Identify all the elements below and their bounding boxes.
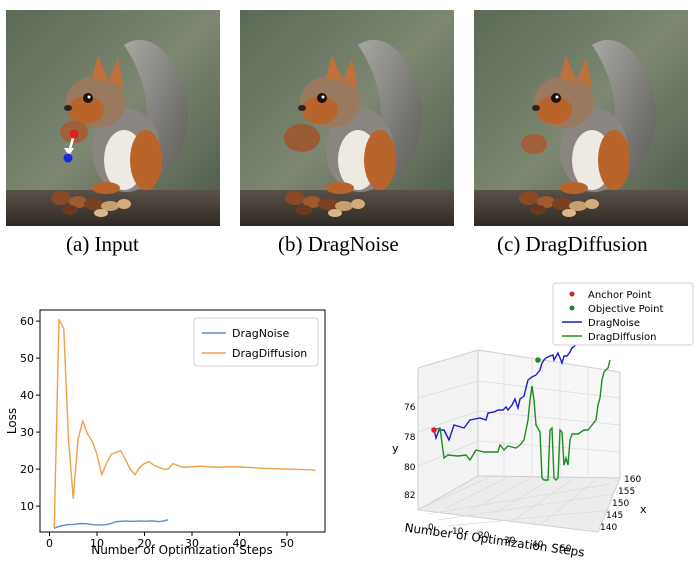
loss-y-tick-label: 30 bbox=[20, 426, 34, 439]
panel-dragdiffusion-image bbox=[474, 10, 688, 226]
legend-dragnoise-label: DragNoise bbox=[588, 318, 640, 329]
anchor-point-marker bbox=[69, 129, 79, 139]
loss-x-tick-label: 40 bbox=[233, 537, 247, 550]
loss-series-dragdiffusion bbox=[53, 318, 316, 529]
loss-chart: 0 10 20 30 40 50 10 20 30 40 50 60 Number of Optimi… bbox=[5, 309, 326, 557]
loss-plot-frame bbox=[39, 309, 326, 533]
squirrel-image bbox=[6, 10, 220, 226]
caption-dragnoise: (b) DragNoise bbox=[278, 232, 399, 256]
legend-label-dragdiffusion: DragDiffusion bbox=[232, 347, 307, 360]
legend-dragdiffusion-label: DragDiffusion bbox=[588, 332, 656, 343]
loss-y-axis-label: Loss bbox=[5, 408, 19, 434]
loss-x-axis-label: Number of Optimization Steps bbox=[91, 543, 273, 557]
trajectory-z-tick-label: 145 bbox=[606, 511, 623, 521]
trajectory-y-tick-label: 80 bbox=[404, 463, 416, 473]
squirrel-image bbox=[474, 10, 688, 226]
loss-y-tick-label: 40 bbox=[20, 389, 34, 402]
loss-x-tick-label: 30 bbox=[185, 537, 199, 550]
trajectory-y-axis-label: y bbox=[392, 442, 399, 455]
loss-x-tick-label: 0 bbox=[46, 537, 53, 550]
loss-series-dragnoise bbox=[53, 519, 169, 529]
legend-anchor-point-label: Anchor Point bbox=[588, 290, 651, 301]
trajectory-x-tick-label: 10 bbox=[452, 527, 464, 537]
trajectory-z-axis-label: x bbox=[640, 503, 647, 516]
legend-anchor-point-marker bbox=[569, 291, 575, 297]
trajectory-dragdiffusion-line bbox=[433, 359, 611, 481]
legend-objective-point-label: Objective Point bbox=[588, 304, 664, 315]
trajectory-x-tick-label: 50 bbox=[560, 544, 572, 554]
loss-x-tick-label: 50 bbox=[280, 537, 294, 550]
trajectory-z-tick-label: 160 bbox=[624, 475, 641, 485]
trajectory-x-tick-label: 0 bbox=[428, 523, 434, 533]
caption-input: (a) Input bbox=[66, 232, 139, 256]
trajectory-z-tick-label: 140 bbox=[600, 523, 617, 533]
trajectory-objective-point bbox=[535, 357, 541, 363]
trajectory-anchor-point bbox=[431, 427, 437, 433]
panel-input-image bbox=[6, 10, 220, 226]
trajectory-x-tick-label: 40 bbox=[532, 540, 544, 550]
trajectory-x-tick-label: 20 bbox=[478, 531, 490, 541]
trajectory-z-tick-label: 155 bbox=[618, 487, 635, 497]
loss-y-tick-label: 60 bbox=[20, 315, 34, 328]
loss-y-tick-label: 20 bbox=[20, 463, 34, 476]
legend-label-dragnoise: DragNoise bbox=[232, 327, 289, 340]
loss-x-tick-label: 10 bbox=[90, 537, 104, 550]
loss-x-tick-label: 20 bbox=[138, 537, 152, 550]
squirrel-image bbox=[240, 10, 454, 226]
loss-legend: DragNoise DragDiffusion bbox=[193, 317, 319, 367]
loss-y-tick-label: 50 bbox=[20, 352, 34, 365]
trajectory-legend: Anchor Point Objective Point DragNoise D… bbox=[552, 282, 694, 346]
trajectory-x-tick-label: 30 bbox=[504, 536, 516, 546]
3d-panes bbox=[416, 349, 621, 533]
trajectory-z-tick-label: 150 bbox=[612, 499, 629, 509]
loss-y-tick-label: 10 bbox=[20, 500, 34, 513]
trajectory-y-tick-label: 76 bbox=[404, 403, 416, 413]
trajectory-y-tick-label: 82 bbox=[404, 491, 415, 501]
panel-dragnoise-image bbox=[240, 10, 454, 226]
legend-objective-point-marker bbox=[569, 305, 575, 311]
trajectory-y-tick-label: 78 bbox=[404, 433, 416, 443]
objective-point-marker bbox=[63, 153, 73, 163]
caption-dragdiffusion: (c) DragDiffusion bbox=[497, 232, 648, 256]
